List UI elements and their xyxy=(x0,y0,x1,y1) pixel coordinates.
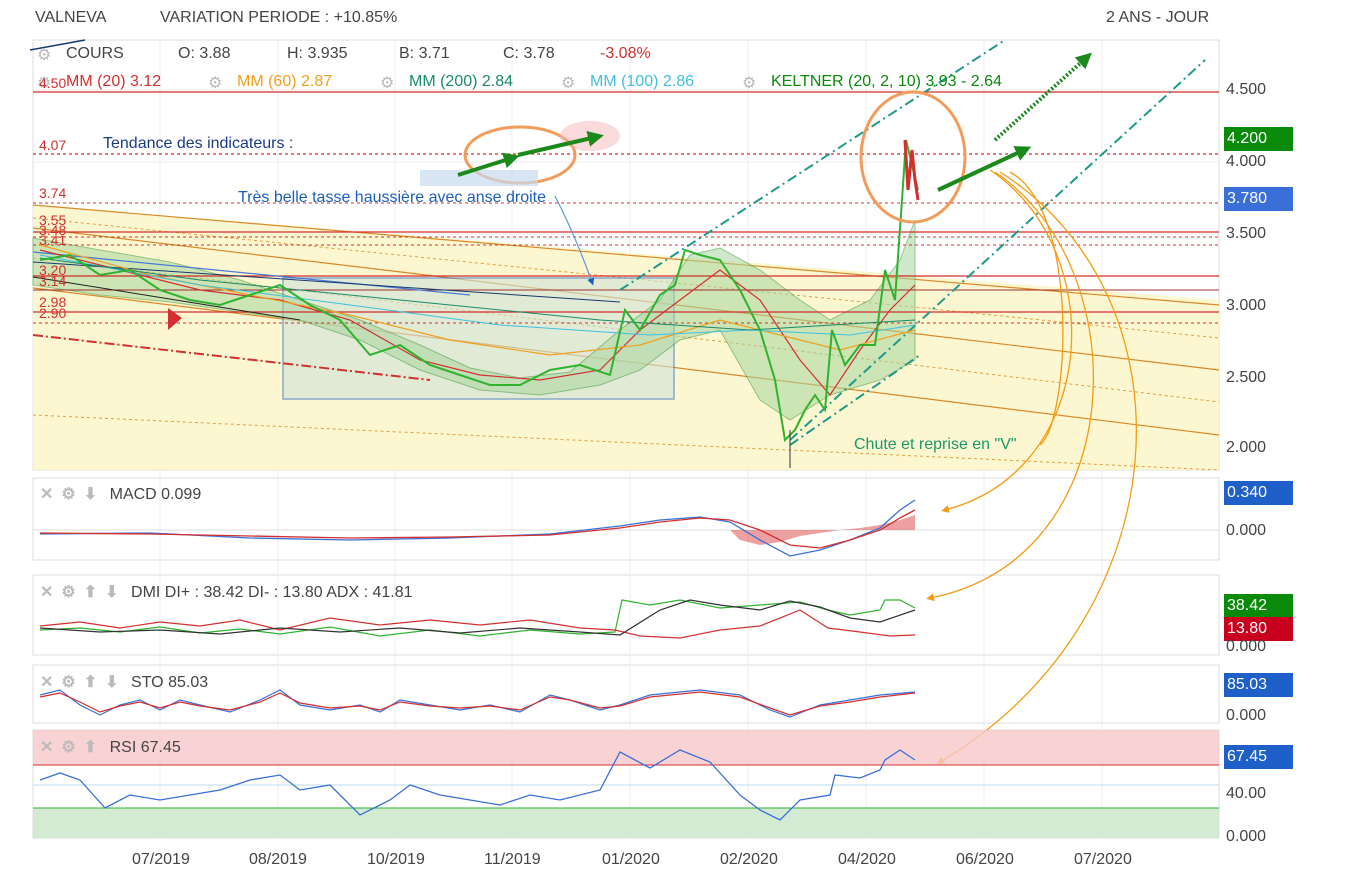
gear-icon[interactable]: ⚙ xyxy=(61,674,76,691)
dmi-axis-tick: 0.000 xyxy=(1226,638,1267,655)
rsi-header: ✕ ⚙ ⬆ RSI 67.45 xyxy=(40,739,181,756)
arrow-up-icon[interactable]: ⬆ xyxy=(83,674,98,691)
gear-icon[interactable]: ⚙ xyxy=(61,486,76,503)
quote-low: B: 3.71 xyxy=(399,45,450,62)
cours-gear-icon[interactable]: ⚙ xyxy=(37,47,52,64)
price-tick: 3.500 xyxy=(1226,225,1267,242)
macd-axis-tick: 0.000 xyxy=(1226,522,1267,539)
annotation-tasse: Très belle tasse haussière avec anse dro… xyxy=(238,189,547,206)
dmi-minus xyxy=(39,609,916,639)
quote-change: -3.08% xyxy=(600,45,651,62)
annotation-tendance: Tendance des indicateurs : xyxy=(103,135,294,152)
di-plus-tag: 38.42 xyxy=(1224,594,1293,618)
x-tick: 10/2019 xyxy=(367,851,425,868)
peak-ellipse xyxy=(859,90,967,224)
mm20-gear-icon[interactable]: ⚙ xyxy=(37,75,52,92)
arrow-up-icon[interactable]: ⬆ xyxy=(83,584,98,601)
mm20-label: MM (20) 3.12 xyxy=(66,73,162,90)
close-icon[interactable]: ✕ xyxy=(40,739,54,756)
x-tick: 07/2020 xyxy=(1074,851,1132,868)
level-label: 3.74 xyxy=(39,185,67,201)
gear-icon[interactable]: ⚙ xyxy=(61,584,76,601)
gear-icon[interactable]: ⚙ xyxy=(61,739,76,756)
price-tick: 2.000 xyxy=(1226,439,1267,456)
rsi-axis-tick: 40.00 xyxy=(1226,785,1267,802)
x-tick: 02/2020 xyxy=(720,851,778,868)
close-icon[interactable]: ✕ xyxy=(40,584,54,601)
level-label: 2.98 xyxy=(39,294,67,310)
arrow-down-icon[interactable]: ⬇ xyxy=(105,674,119,691)
sto-d xyxy=(39,691,916,716)
price-tick: 3.000 xyxy=(1226,297,1267,314)
quote-open: O: 3.88 xyxy=(178,45,231,62)
mm60-gear-icon[interactable]: ⚙ xyxy=(208,75,223,92)
close-icon[interactable]: ✕ xyxy=(40,674,54,691)
mm200-gear-icon[interactable]: ⚙ xyxy=(380,75,395,92)
sto-header: ✕ ⚙ ⬆ ⬇ STO 85.03 xyxy=(40,674,209,691)
ticker: VALNEVA xyxy=(35,9,107,26)
mm100-gear-icon[interactable]: ⚙ xyxy=(561,75,576,92)
sto-tag: 85.03 xyxy=(1224,673,1293,697)
dmi-panel xyxy=(32,574,1220,656)
price-line xyxy=(39,139,919,443)
mm60-line xyxy=(39,244,916,356)
level-label: 3.55 xyxy=(39,212,67,228)
sto-panel xyxy=(32,664,1220,724)
keltner-band xyxy=(32,219,916,421)
mm60-label: MM (60) 2.87 xyxy=(237,73,333,90)
arrow-down-icon[interactable]: ⬇ xyxy=(83,486,98,503)
x-tick: 06/2020 xyxy=(956,851,1014,868)
rsi-line xyxy=(39,749,916,821)
keltner-gear-icon[interactable]: ⚙ xyxy=(742,75,757,92)
x-tick: 07/2019 xyxy=(132,851,190,868)
level-label: 3.20 xyxy=(39,262,67,278)
x-tick: 01/2020 xyxy=(602,851,660,868)
price-tick: 4.000 xyxy=(1226,153,1267,170)
period-label[interactable]: 2 ANS - JOUR xyxy=(1106,9,1210,26)
rsi-axis-tick: 0.000 xyxy=(1226,828,1267,845)
annotation-chute: Chute et reprise en "V" xyxy=(854,436,1017,453)
quote-close: C: 3.78 xyxy=(503,45,555,62)
quote-high: H: 3.935 xyxy=(287,45,348,62)
arrow-down-icon[interactable]: ⬇ xyxy=(105,584,119,601)
macd-panel xyxy=(32,477,1220,561)
x-tick: 04/2020 xyxy=(838,851,896,868)
level-label: 3.41 xyxy=(39,232,67,248)
high-tag: 4.200 xyxy=(1224,127,1293,151)
arrow-up-icon[interactable]: ⬆ xyxy=(83,739,98,756)
mm100-label: MM (100) 2.86 xyxy=(590,73,695,90)
quote-label: COURS xyxy=(66,45,124,62)
level-label: 4.07 xyxy=(39,137,67,153)
mm200-line xyxy=(39,257,916,331)
adx-line xyxy=(39,599,916,636)
level-label: 3.14 xyxy=(39,273,67,289)
x-tick: 08/2019 xyxy=(249,851,307,868)
price-tick: 2.500 xyxy=(1226,369,1267,386)
di-minus-tag: 13.80 xyxy=(1224,617,1293,641)
close-icon[interactable]: ✕ xyxy=(40,486,54,503)
level-label: 2.90 xyxy=(39,305,67,321)
variation-periode: VARIATION PERIODE : +10.85% xyxy=(160,9,398,26)
rsi-tag: 67.45 xyxy=(1224,745,1293,769)
macd-header: ✕ ⚙ ⬇ MACD 0.099 xyxy=(40,486,202,503)
mm200-label: MM (200) 2.84 xyxy=(409,73,514,90)
level-label: 3.48 xyxy=(39,222,67,238)
macd-tag: 0.340 xyxy=(1224,481,1293,505)
price-tick: 4.500 xyxy=(1226,81,1267,98)
level-label: 4.50 xyxy=(39,75,67,91)
keltner-label: KELTNER (20, 2, 10) 3.93 - 2.64 xyxy=(771,73,1002,90)
last-price-tag: 3.780 xyxy=(1224,187,1293,211)
sto-axis-tick: 0.000 xyxy=(1226,707,1267,724)
x-tick: 11/2019 xyxy=(484,851,541,868)
dmi-header: ✕ ⚙ ⬆ ⬇ DMI DI+ : 38.42 DI- : 13.80 ADX : 4… xyxy=(40,584,413,601)
macd-signal xyxy=(39,509,916,549)
